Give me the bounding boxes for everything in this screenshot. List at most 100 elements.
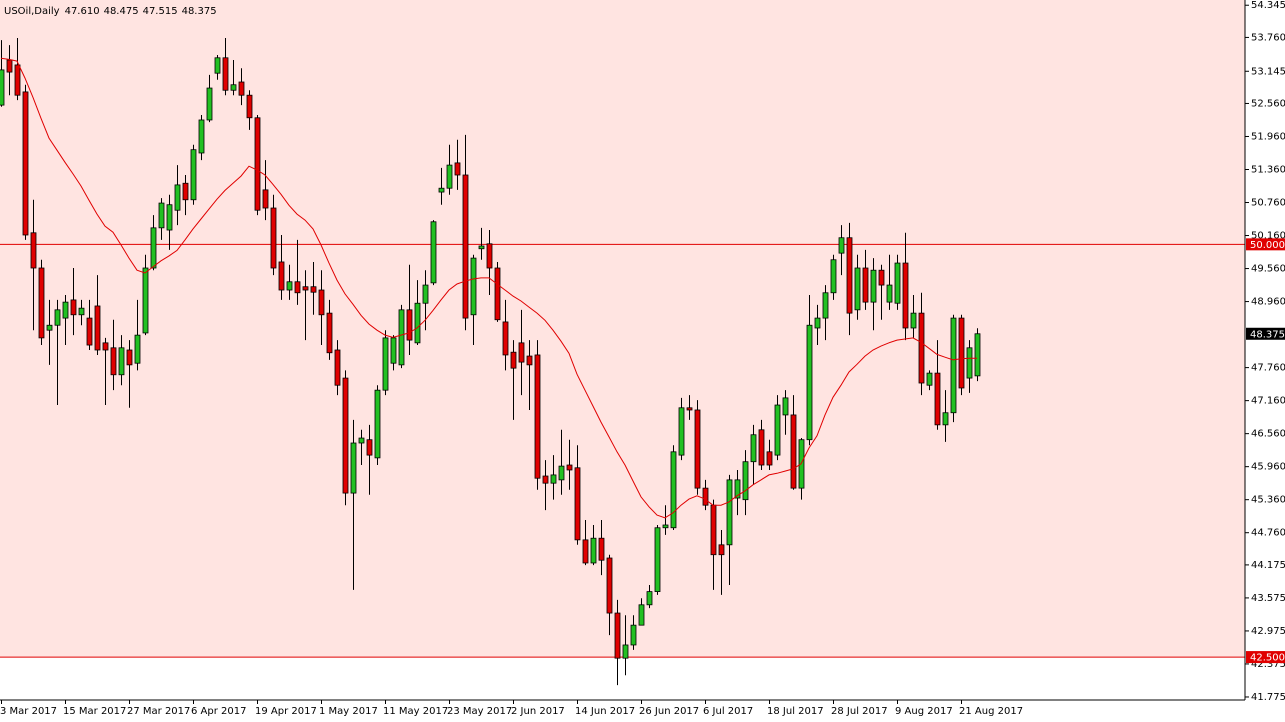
candle-body: [886, 284, 893, 303]
candle-body: [14, 64, 21, 96]
y-tick-label: 50.160: [1251, 231, 1285, 242]
candle-body: [198, 119, 205, 154]
candle-body: [438, 187, 445, 193]
candle-body: [742, 461, 749, 501]
plot-background: [0, 0, 1245, 658]
candle-body: [630, 624, 637, 646]
y-tick-label: 47.160: [1251, 396, 1285, 407]
candle-body: [462, 174, 469, 319]
price-label-box: [1246, 327, 1285, 340]
candle-body: [118, 347, 125, 376]
candle-body: [38, 267, 45, 339]
candle-body: [830, 259, 837, 294]
x-tick-label: 6 Jul 2017: [703, 706, 753, 717]
candle-body: [158, 202, 165, 229]
y-tick-label: 49.560: [1251, 264, 1285, 275]
candle-body: [606, 557, 613, 614]
candle-body: [838, 237, 845, 254]
candle-body: [678, 407, 685, 456]
y-tick-label: 53.145: [1251, 66, 1285, 77]
candle-body: [334, 349, 341, 386]
candle-body: [6, 59, 13, 73]
candle-body: [150, 227, 157, 269]
x-tick-label: 21 Aug 2017: [959, 706, 1023, 717]
candle-body: [574, 467, 581, 541]
y-tick-label: 50.760: [1251, 198, 1285, 209]
candle-body: [350, 442, 357, 494]
candle-body: [854, 267, 861, 311]
candle-body: [662, 524, 669, 529]
candle-body: [374, 389, 381, 459]
y-tick-label: 54.345: [1251, 0, 1285, 11]
chart-header: USOil,Daily 47.610 48.475 47.515 48.375: [4, 6, 217, 17]
candle-body: [230, 84, 237, 91]
y-tick-label: 43.575: [1251, 593, 1285, 604]
candle-body: [126, 349, 133, 366]
candle-body: [142, 267, 149, 334]
candle-body: [358, 437, 365, 444]
candle-body: [910, 312, 917, 329]
candle-body: [278, 261, 285, 291]
candle-body: [638, 604, 645, 626]
y-tick-label: 44.760: [1251, 528, 1285, 539]
candle-body: [134, 334, 141, 364]
y-tick-label: 46.560: [1251, 429, 1285, 440]
x-tick-label: 18 Jul 2017: [767, 706, 824, 717]
x-tick-label: 28 Jul 2017: [831, 706, 888, 717]
x-tick-label: 27 Mar 2017: [127, 706, 190, 717]
candle-body: [510, 351, 517, 369]
x-tick-label: 3 Mar 2017: [0, 706, 57, 717]
x-tick-label: 26 Jun 2017: [639, 706, 699, 717]
candle-body: [862, 267, 869, 303]
x-tick-label: 23 May 2017: [447, 706, 512, 717]
candle-body: [582, 539, 589, 564]
price-label: 48.375: [1250, 329, 1285, 340]
candle-body: [550, 474, 557, 484]
x-tick-label: 6 Apr 2017: [191, 706, 246, 717]
candle-body: [598, 537, 605, 561]
x-tick-label: 2 Jun 2017: [511, 706, 565, 717]
candle-body: [366, 439, 373, 456]
candle-body: [342, 377, 349, 494]
candle-body: [0, 69, 5, 106]
candle-body: [238, 81, 245, 96]
candle-body: [78, 307, 85, 316]
candle-body: [294, 281, 301, 294]
candle-body: [470, 257, 477, 316]
candle-body: [446, 164, 453, 189]
candle-body: [222, 57, 229, 91]
candle-body: [614, 612, 621, 659]
candle-body: [174, 184, 181, 211]
candle-body: [950, 317, 957, 414]
candle-body: [494, 267, 501, 321]
candle-body: [718, 544, 725, 556]
candle-body: [542, 475, 549, 484]
y-tick-label: 51.960: [1251, 131, 1285, 142]
candle-body: [814, 317, 821, 329]
y-tick-label: 45.360: [1251, 495, 1285, 506]
candle-body: [454, 162, 461, 176]
candle-body: [22, 91, 29, 236]
candle-body: [46, 324, 53, 331]
candle-body: [262, 189, 269, 209]
candle-body: [478, 245, 485, 250]
candle-body: [966, 347, 973, 379]
candle-body: [918, 312, 925, 384]
candle-body: [686, 407, 693, 411]
candle-body: [558, 465, 565, 481]
candle-body: [670, 451, 677, 529]
candle-body: [62, 301, 69, 319]
candle-body: [166, 204, 173, 231]
candle-body: [646, 591, 653, 606]
candle-body: [254, 117, 261, 211]
y-tick-label: 51.360: [1251, 164, 1285, 175]
header-close: 48.375: [182, 6, 217, 17]
y-tick-label: 42.975: [1251, 626, 1285, 637]
y-tick-label: 48.960: [1251, 297, 1285, 308]
candle-body: [398, 309, 405, 366]
candle-body: [246, 94, 253, 119]
y-tick-label: 44.175: [1251, 560, 1285, 571]
candle-body: [774, 404, 781, 456]
candle-body: [326, 312, 333, 354]
y-tick-label: 41.775: [1251, 692, 1285, 703]
